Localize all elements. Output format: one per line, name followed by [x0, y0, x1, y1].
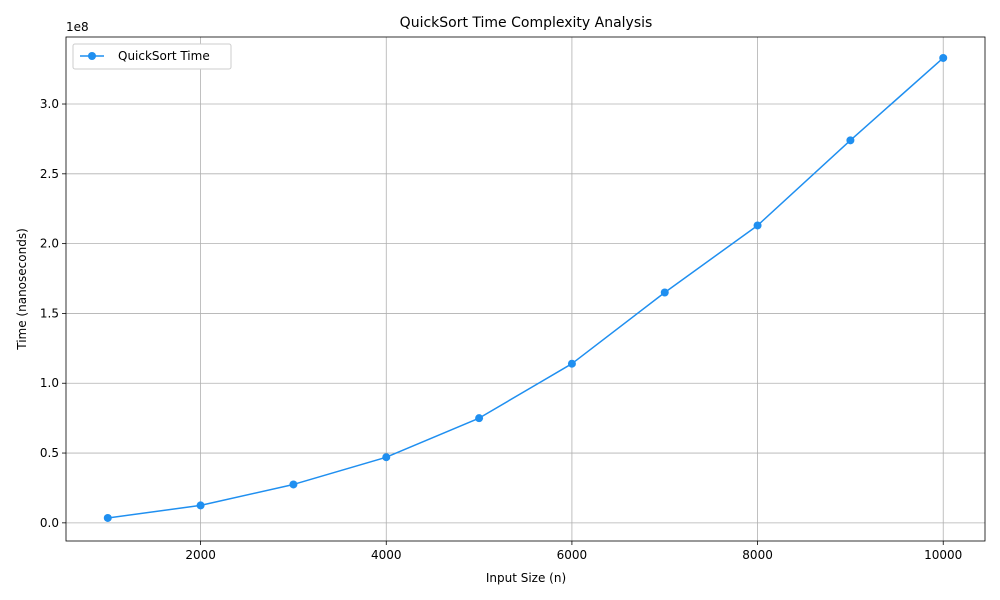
- chart-title: QuickSort Time Complexity Analysis: [400, 15, 653, 31]
- plot-frame: [65, 36, 986, 542]
- data-point: [846, 136, 855, 145]
- data-point: [289, 480, 298, 489]
- y-tick-label: 0.5: [40, 446, 59, 460]
- legend-label: QuickSort Time: [118, 49, 210, 63]
- x-axis-title: Input Size (n): [486, 571, 566, 585]
- y-tick-label: 1.0: [40, 376, 59, 390]
- legend-box: [72, 43, 232, 70]
- legend: QuickSort Time: [72, 43, 232, 70]
- y-tick-label: 2.0: [40, 237, 59, 251]
- data-point: [567, 359, 576, 368]
- data-point: [103, 513, 112, 522]
- y-tick-label: 3.0: [40, 97, 59, 111]
- grid: [66, 37, 985, 541]
- data-point: [660, 288, 669, 297]
- y-tick-label: 2.5: [40, 167, 59, 181]
- ticks: 2000 4000 6000 8000 10000 0.0 0.5 1.0 1.5 2.0 2.5 3…: [40, 97, 962, 562]
- x-tick-label: 10000: [924, 548, 962, 562]
- y-axis-title: Time (nanoseconds): [15, 228, 29, 351]
- x-tick-label: 6000: [557, 548, 588, 562]
- y-scale-label: 1e8: [66, 20, 89, 34]
- data-point: [196, 501, 205, 510]
- x-tick-label: 2000: [185, 548, 216, 562]
- data-point: [939, 53, 948, 62]
- legend-marker-swatch: [88, 52, 96, 60]
- data-point: [753, 221, 762, 230]
- series-line: [107, 57, 944, 519]
- y-tick-label: 1.5: [40, 306, 59, 320]
- series-layer: [103, 53, 948, 522]
- data-point: [382, 453, 391, 462]
- data-point: [475, 414, 484, 423]
- x-tick-label: 4000: [371, 548, 402, 562]
- y-tick-label: 0.0: [40, 516, 59, 530]
- x-tick-label: 8000: [742, 548, 773, 562]
